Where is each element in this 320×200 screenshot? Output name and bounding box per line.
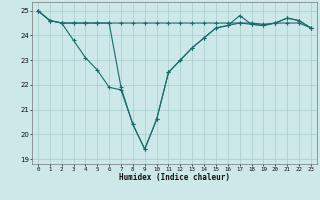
X-axis label: Humidex (Indice chaleur): Humidex (Indice chaleur) [119, 173, 230, 182]
